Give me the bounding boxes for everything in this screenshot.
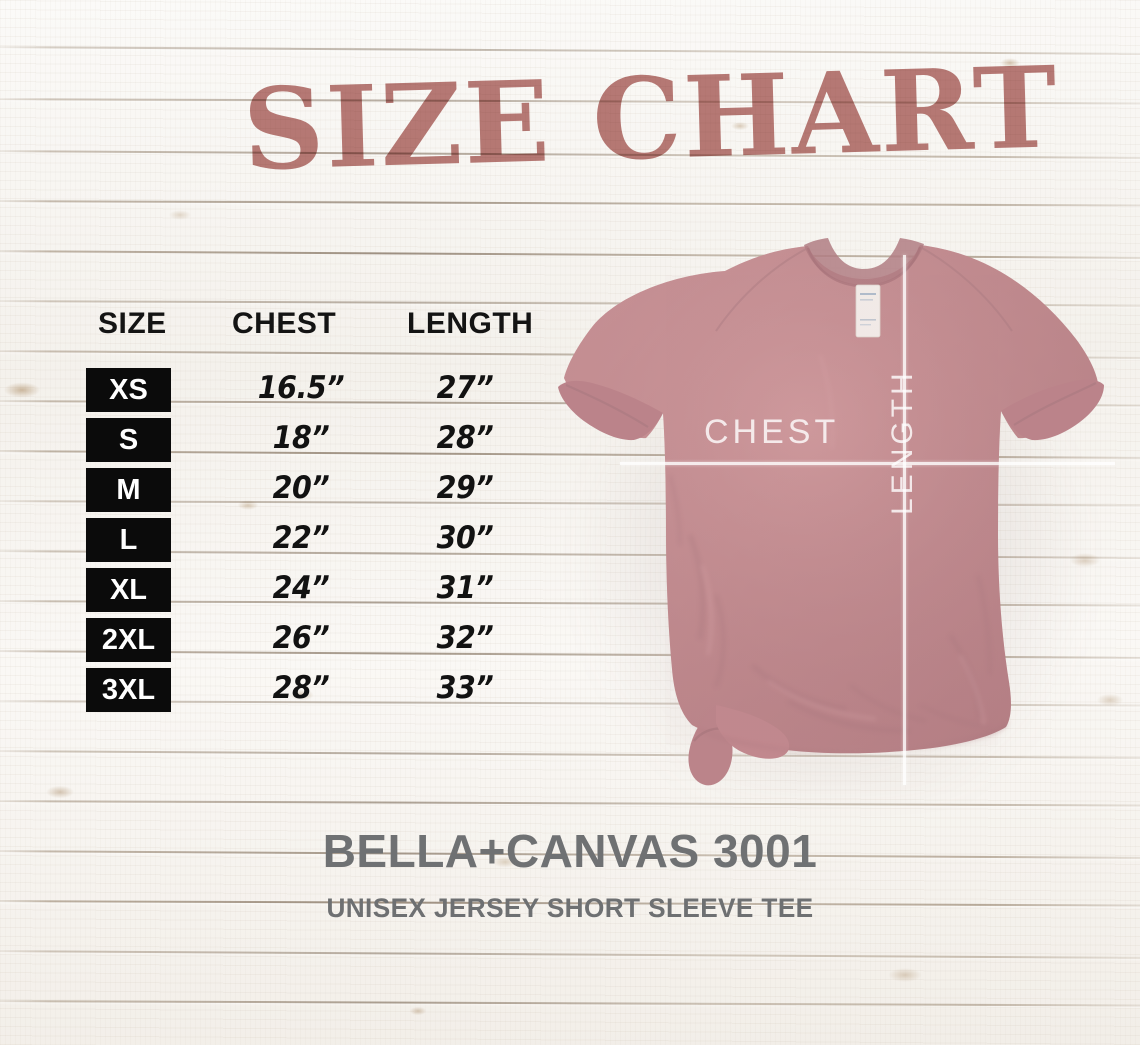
chest-value: 18” (272, 420, 330, 456)
left-sleeve-cuff (558, 380, 663, 441)
page-title: SIZE CHART (241, 42, 1061, 197)
length-value: 30” (436, 520, 494, 556)
length-value: 33” (436, 670, 494, 706)
chest-measure-line (620, 462, 1115, 465)
column-header-size: SIZE (98, 307, 167, 340)
table-row: XS 16.5” 27” (0, 368, 560, 412)
size-badge: 3XL (86, 668, 171, 712)
table-row: M 20” 29” (0, 468, 560, 512)
chest-value: 26” (272, 620, 330, 656)
length-value: 29” (436, 470, 494, 506)
chest-value: 16.5” (257, 370, 345, 406)
column-header-chest: CHEST (232, 307, 337, 340)
length-value: 27” (436, 370, 494, 406)
table-row: L 22” 30” (0, 518, 560, 562)
size-label: XS (109, 373, 148, 406)
right-sleeve-cuff (1001, 379, 1104, 441)
size-label: L (119, 523, 138, 556)
length-measure-label: LENGTH (886, 369, 919, 515)
length-measure-line (903, 255, 906, 785)
product-subtitle: UNISEX JERSEY SHORT SLEEVE TEE (326, 893, 814, 923)
brand-name: BELLA+CANVAS 3001 (322, 825, 818, 877)
table-row: XL 24” 31” (0, 568, 560, 612)
table-header-row: SIZE CHEST LENGTH (0, 307, 560, 341)
size-label: S (118, 423, 139, 456)
table-row: 2XL 26” 32” (0, 618, 560, 662)
chest-value: 24” (272, 570, 330, 606)
size-badge: M (86, 468, 171, 512)
size-badge: 2XL (86, 618, 171, 662)
chest-value: 28” (272, 670, 330, 706)
length-value: 28” (436, 420, 494, 456)
size-label: 3XL (101, 673, 156, 706)
table-row: S 18” 28” (0, 418, 560, 462)
size-label: XL (109, 573, 148, 606)
size-badge: L (86, 518, 171, 562)
column-header-length: LENGTH (407, 307, 534, 340)
size-label: M (116, 473, 141, 506)
size-badge: XL (86, 568, 171, 612)
size-badge: XS (86, 368, 171, 412)
chest-measure-label: CHEST (704, 413, 840, 451)
length-value: 31” (436, 570, 494, 606)
size-label: 2XL (101, 623, 156, 656)
chest-value: 20” (272, 470, 330, 506)
table-row: 3XL 28” 33” (0, 668, 560, 712)
chest-value: 22” (272, 520, 330, 556)
tshirt-illustration (520, 235, 1140, 815)
product-photo: CHEST LENGTH (520, 235, 1140, 815)
length-value: 32” (436, 620, 494, 656)
size-badge: S (86, 418, 171, 462)
